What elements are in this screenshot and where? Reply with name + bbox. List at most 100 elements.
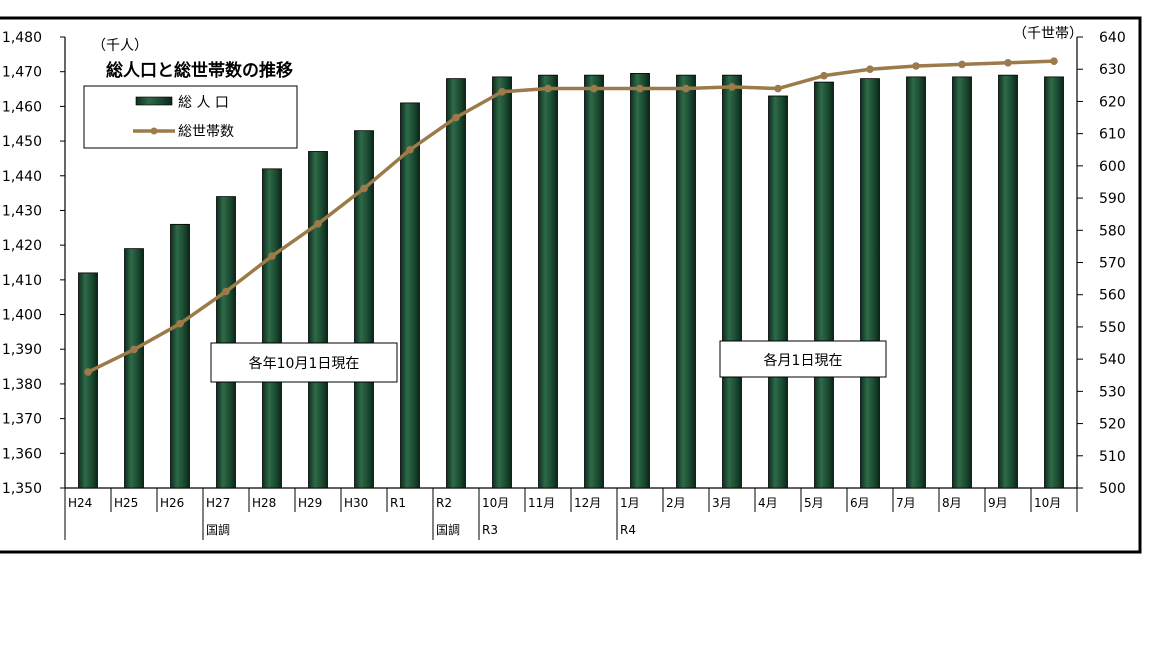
households-point xyxy=(636,84,644,93)
annotation-yearly: 各年10月1日現在 xyxy=(210,342,398,383)
right-tick-label: 560 xyxy=(1099,288,1126,304)
annotation-monthly-text: 各月1日現在 xyxy=(764,353,843,369)
right-tick-label: 580 xyxy=(1099,223,1126,239)
right-tick-label: 640 xyxy=(1099,30,1126,46)
chart-title: 総人口と総世帯数の推移 xyxy=(106,60,293,81)
population-bar xyxy=(630,73,650,489)
annotation-yearly-text: 各年10月1日現在 xyxy=(249,356,360,372)
population-bar xyxy=(78,272,98,489)
households-point xyxy=(958,60,966,69)
x-category-label: R2 xyxy=(436,496,452,510)
population-bar xyxy=(860,78,880,489)
x-category-label: 11月 xyxy=(528,496,555,510)
households-point xyxy=(820,71,828,80)
x-category-label: 6月 xyxy=(850,496,870,510)
legend-population-label: 総 人 口 xyxy=(178,95,229,111)
households-point xyxy=(544,84,552,93)
population-bar xyxy=(170,223,190,489)
right-tick-label: 510 xyxy=(1099,449,1126,465)
households-point xyxy=(1050,57,1058,65)
x-category-sublabel: R4 xyxy=(620,523,636,537)
population-bar xyxy=(354,130,374,489)
legend: 総 人 口 総世帯数 xyxy=(83,85,298,149)
population-bar xyxy=(308,151,328,489)
population-bar xyxy=(906,76,926,489)
left-tick-label: 1,460 xyxy=(2,99,42,115)
households-point xyxy=(590,84,598,93)
right-unit-label: （千世帯） xyxy=(1013,26,1083,42)
right-tick-label: 600 xyxy=(1099,159,1126,175)
x-category-label: 10月 xyxy=(1034,496,1061,510)
households-point xyxy=(268,252,276,260)
left-tick-label: 1,430 xyxy=(2,203,42,219)
x-category-label: H28 xyxy=(252,496,276,510)
population-bar xyxy=(446,78,466,489)
population-bars xyxy=(78,73,1064,489)
households-point xyxy=(1004,58,1012,67)
x-category-label: 8月 xyxy=(942,496,962,510)
left-tick-label: 1,390 xyxy=(2,342,42,358)
x-category-sublabel: R3 xyxy=(482,523,498,537)
annotation-monthly: 各月1日現在 xyxy=(719,340,887,378)
x-category-label: 7月 xyxy=(896,496,916,510)
right-tick-label: 500 xyxy=(1099,481,1126,497)
left-axis-ticks: 1,350 1,360 1,370 1,380 1,390 1,400 1,410 1,420… xyxy=(2,30,65,497)
population-bar xyxy=(538,74,558,489)
population-bar xyxy=(768,95,788,489)
households-point xyxy=(406,145,414,154)
left-tick-label: 1,420 xyxy=(2,238,42,254)
x-category-label: H25 xyxy=(114,496,138,510)
x-category-label: H24 xyxy=(68,496,92,510)
x-category-label: 5月 xyxy=(804,496,824,510)
right-tick-label: 570 xyxy=(1099,256,1126,272)
legend-box xyxy=(83,85,298,149)
left-unit-label: （千人） xyxy=(92,38,148,54)
households-line xyxy=(84,57,1058,376)
population-bar xyxy=(584,74,604,489)
legend-households-label: 総世帯数 xyxy=(178,124,234,140)
households-point xyxy=(498,87,506,96)
right-tick-label: 590 xyxy=(1099,191,1126,207)
right-axis-ticks: 500 510 520 530 540 550 560 570 580 590 600 610 620 6… xyxy=(1077,30,1126,497)
left-tick-label: 1,440 xyxy=(2,169,42,185)
left-tick-label: 1,400 xyxy=(2,308,42,324)
x-category-label: 4月 xyxy=(758,496,778,510)
households-point xyxy=(452,113,460,122)
households-point xyxy=(314,220,322,228)
left-tick-label: 1,480 xyxy=(2,30,42,46)
households-point xyxy=(682,84,690,93)
right-tick-label: 530 xyxy=(1099,384,1126,400)
x-category-sublabel: 国調 xyxy=(206,523,230,537)
population-bar xyxy=(492,76,512,489)
x-category-sublabel: 国調 xyxy=(436,523,460,537)
households-point xyxy=(130,345,138,354)
population-bar xyxy=(216,196,236,489)
left-tick-label: 1,470 xyxy=(2,65,42,81)
households-point xyxy=(176,319,184,328)
right-tick-label: 620 xyxy=(1099,94,1126,110)
legend-bar-swatch xyxy=(135,96,173,106)
legend-line-marker xyxy=(150,127,158,135)
x-category-label: H29 xyxy=(298,496,322,510)
households-point xyxy=(360,184,368,193)
right-tick-label: 630 xyxy=(1099,62,1126,78)
right-tick-label: 550 xyxy=(1099,320,1126,336)
x-category-label: H30 xyxy=(344,496,368,510)
left-tick-label: 1,450 xyxy=(2,134,42,150)
left-tick-label: 1,410 xyxy=(2,273,42,289)
left-tick-label: 1,380 xyxy=(2,377,42,393)
households-point xyxy=(774,84,782,93)
x-category-label: 9月 xyxy=(988,496,1008,510)
households-point xyxy=(728,83,736,91)
population-bar xyxy=(1044,76,1064,489)
x-category-label: 3月 xyxy=(712,496,732,510)
left-tick-label: 1,360 xyxy=(2,446,42,462)
population-bar xyxy=(124,248,144,489)
x-axis-categories: H24 H25 H26 H27 国調 H28 H29 H30 R1 R2 国調 10月 R3 11月 12月… xyxy=(64,488,1078,540)
households-point xyxy=(84,368,92,376)
population-bar xyxy=(998,74,1018,489)
left-tick-label: 1,350 xyxy=(2,481,42,497)
population-bar xyxy=(262,168,282,489)
households-point xyxy=(866,65,874,74)
